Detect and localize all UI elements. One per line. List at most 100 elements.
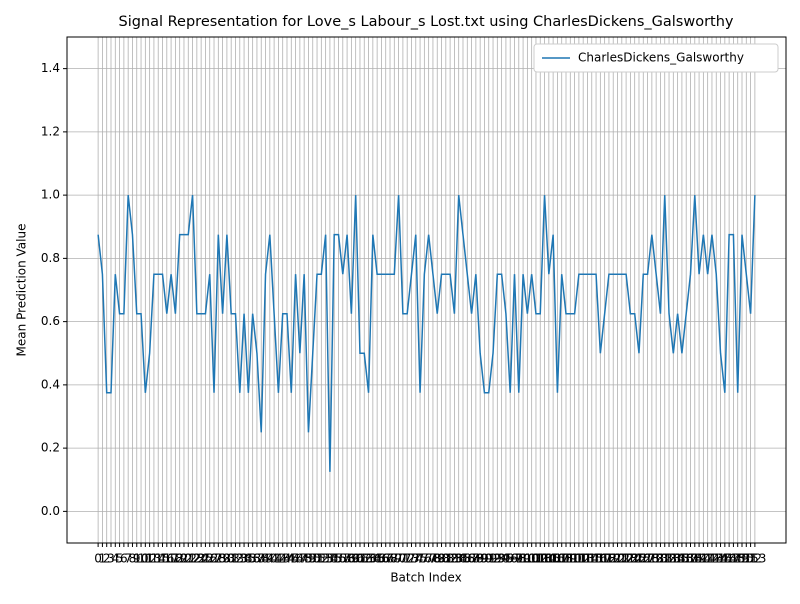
- x-tick-label: 145: [709, 552, 732, 566]
- x-tick-label: 2: [103, 552, 111, 566]
- x-tick-label: 102: [525, 552, 548, 566]
- x-tick-label: 35: [241, 552, 256, 566]
- x-tick-label: 48: [297, 552, 312, 566]
- x-tick-label: 141: [692, 552, 715, 566]
- x-tick-label: 77: [421, 552, 436, 566]
- x-tick-label: 46: [288, 552, 303, 566]
- x-tick-label: 96: [503, 552, 518, 566]
- x-tick-label: 107: [546, 552, 569, 566]
- x-tick-label: 25: [198, 552, 213, 566]
- x-tick-label: 130: [645, 552, 668, 566]
- x-tick-label: 99: [515, 552, 530, 566]
- x-tick-label: 147: [718, 552, 741, 566]
- x-tick-label: 118: [593, 552, 616, 566]
- x-tick-label: 150: [731, 552, 754, 566]
- x-tick-label: 49: [301, 552, 316, 566]
- x-tick-label: 55: [327, 552, 342, 566]
- y-tick-label: 0.8: [41, 251, 60, 265]
- x-tick-label: 0: [94, 552, 102, 566]
- y-tick-label: 1.2: [41, 124, 60, 138]
- x-tick-label: 117: [589, 552, 612, 566]
- x-tick-label: 66: [374, 552, 389, 566]
- x-tick-label: 19: [172, 552, 187, 566]
- x-tick-label: 78: [425, 552, 440, 566]
- x-tick-label: 87: [464, 552, 479, 566]
- x-tick-label: 101: [520, 552, 543, 566]
- x-tick-label: 80: [434, 552, 449, 566]
- x-tick-label: 20: [176, 552, 191, 566]
- x-tick-label: 16: [159, 552, 174, 566]
- x-tick-label: 1: [99, 552, 107, 566]
- plot-frame: [66, 36, 787, 544]
- x-tick-label: 104: [533, 552, 556, 566]
- x-tick-label: 115: [580, 552, 603, 566]
- x-tick-label: 137: [675, 552, 698, 566]
- x-tick-label: 43: [275, 552, 290, 566]
- x-tick-label: 6: [120, 552, 128, 566]
- x-tick-label: 12: [142, 552, 157, 566]
- x-tick-label: 135: [666, 552, 689, 566]
- x-tick-label: 29: [215, 552, 230, 566]
- x-tick-label: 109: [555, 552, 578, 566]
- x-tick-label: 126: [628, 552, 651, 566]
- x-tick-label: 33: [232, 552, 247, 566]
- x-tick-label: 83: [447, 552, 462, 566]
- x-tick-label: 67: [378, 552, 393, 566]
- x-tick-label: 79: [430, 552, 445, 566]
- x-tick-label: 10: [133, 552, 148, 566]
- x-tick-label: 85: [455, 552, 470, 566]
- x-tick-label: 91: [481, 552, 496, 566]
- x-tick-label: 53: [318, 552, 333, 566]
- x-tick-label: 153: [743, 552, 766, 566]
- x-tick-label: 120: [602, 552, 625, 566]
- x-tick-label: 127: [632, 552, 655, 566]
- x-tick-label: 140: [688, 552, 711, 566]
- x-tick-label: 144: [705, 552, 728, 566]
- x-tick-label: 100: [516, 552, 539, 566]
- x-tick-label: 28: [211, 552, 226, 566]
- x-tick-label: 38: [254, 552, 269, 566]
- x-tick-label: 139: [683, 552, 706, 566]
- x-tick-label: 27: [206, 552, 221, 566]
- x-tick-label: 23: [189, 552, 204, 566]
- legend-label: CharlesDickens_Galsworthy: [578, 51, 744, 65]
- x-tick-label: 4: [111, 552, 119, 566]
- x-tick-label: 11: [138, 552, 153, 566]
- x-tick-label: 90: [477, 552, 492, 566]
- x-tick-label: 84: [451, 552, 466, 566]
- x-tick-label: 82: [442, 552, 457, 566]
- x-tick-label: 116: [585, 552, 608, 566]
- x-tick-label: 123: [615, 552, 638, 566]
- y-tick-label: 0.4: [41, 377, 60, 391]
- x-tick-label: 98: [511, 552, 526, 566]
- x-tick-label: 76: [417, 552, 432, 566]
- x-tick-label: 103: [529, 552, 552, 566]
- x-tick-label: 119: [597, 552, 620, 566]
- x-tick-label: 125: [623, 552, 646, 566]
- x-tick-label: 62: [357, 552, 372, 566]
- x-tick-label: 124: [619, 552, 642, 566]
- x-tick-label: 111: [563, 552, 586, 566]
- x-tick-label: 21: [181, 552, 196, 566]
- x-tick-label: 105: [537, 552, 560, 566]
- x-tick-label: 51: [309, 552, 324, 566]
- x-tick-label: 26: [202, 552, 217, 566]
- x-tick-label: 37: [249, 552, 264, 566]
- x-tick-label: 108: [550, 552, 573, 566]
- x-tick-label: 136: [670, 552, 693, 566]
- legend-box: [533, 43, 779, 73]
- y-axis-label: Mean Prediction Value: [15, 224, 29, 357]
- x-tick-label: 13: [146, 552, 161, 566]
- y-tick-label: 1.0: [41, 188, 60, 202]
- x-tick-label: 58: [339, 552, 354, 566]
- x-tick-label: 14: [151, 552, 166, 566]
- x-tick-label: 3: [107, 552, 115, 566]
- x-tick-label: 86: [460, 552, 475, 566]
- x-tick-label: 112: [567, 552, 590, 566]
- x-tick-label: 148: [722, 552, 745, 566]
- x-tick-label: 134: [662, 552, 685, 566]
- x-tick-label: 65: [369, 552, 384, 566]
- x-tick-label: 95: [498, 552, 513, 566]
- x-tick-label: 71: [395, 552, 410, 566]
